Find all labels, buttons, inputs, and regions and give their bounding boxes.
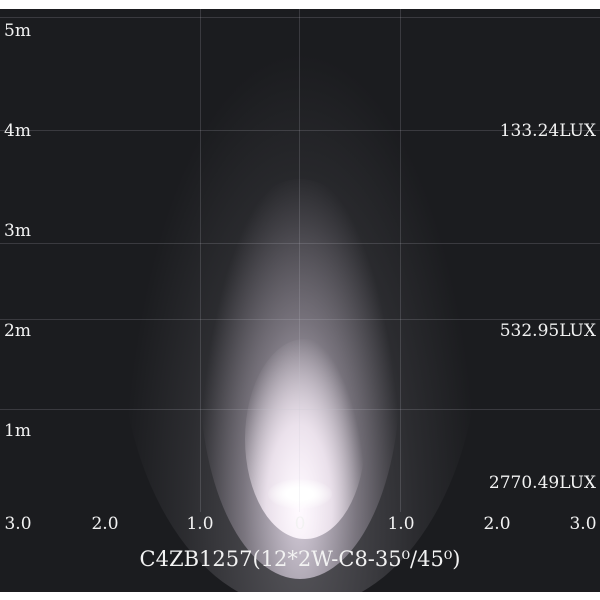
grid-line <box>200 9 201 512</box>
lux-label: 2770.49LUX <box>488 473 596 493</box>
y-label: 1m <box>4 421 31 441</box>
beam-diagram: 5m 4m 3m 2m 1m 133.24LUX 532.95LUX 2770.… <box>0 9 600 592</box>
x-label: 3.0 <box>4 514 32 534</box>
lux-label: 532.95LUX <box>499 321 596 341</box>
x-label: 0 <box>294 514 306 534</box>
grid-line <box>0 130 600 131</box>
beam-source <box>268 479 332 509</box>
diagram-title: C4ZB1257(12*2W-C8-35⁰/45⁰) <box>139 547 461 571</box>
grid-line <box>400 9 401 512</box>
beam-core <box>245 339 365 539</box>
lux-label: 133.24LUX <box>499 121 596 141</box>
grid-line <box>299 9 300 512</box>
x-label: 1.0 <box>186 514 214 534</box>
x-label: 2.0 <box>91 514 119 534</box>
grid-line <box>0 319 600 320</box>
x-label: 2.0 <box>483 514 511 534</box>
x-label: 1.0 <box>387 514 415 534</box>
y-label: 4m <box>4 121 31 141</box>
grid-line <box>0 243 600 244</box>
y-label: 5m <box>4 21 31 41</box>
grid-line <box>0 409 600 410</box>
y-label: 3m <box>4 221 31 241</box>
y-label: 2m <box>4 321 31 341</box>
grid-line <box>0 17 600 18</box>
x-label: 3.0 <box>569 514 597 534</box>
